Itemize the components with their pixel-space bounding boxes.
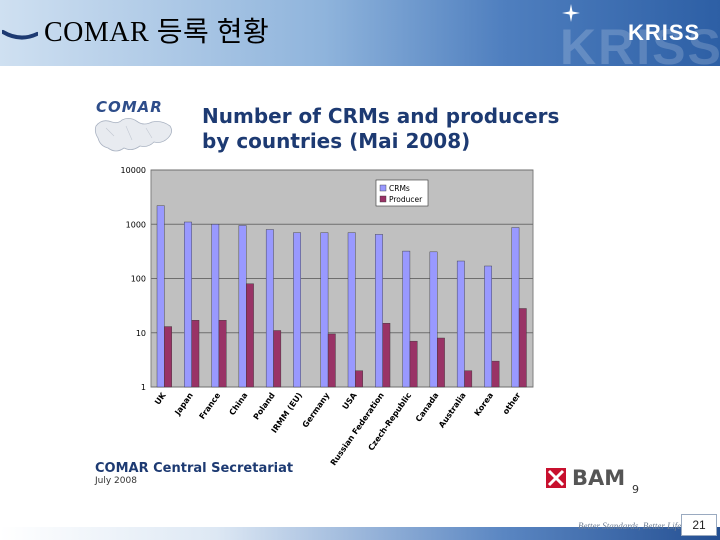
- y-tick-label: 1000: [126, 220, 146, 229]
- secretariat-label: COMAR Central Secretariat: [95, 461, 293, 476]
- footer-slogan: Better Standards, Better Life: [578, 521, 682, 531]
- legend-label: Producer: [389, 195, 423, 204]
- chart-title: Number of CRMs and producers by countrie…: [202, 104, 622, 154]
- comar-logo-text: COMAR: [96, 98, 163, 116]
- inner-page-number: 9: [632, 483, 639, 496]
- x-tick-label: France: [198, 391, 223, 421]
- bar-producer: [164, 326, 172, 388]
- bar-producer: [273, 330, 282, 388]
- bar-producer: [491, 360, 500, 388]
- legend-label: CRMs: [389, 184, 410, 193]
- swoosh-icon: [2, 30, 38, 40]
- bam-mark-icon: [546, 468, 566, 488]
- bar-crms: [320, 232, 329, 388]
- x-tick-label: Canada: [414, 391, 441, 424]
- bar-producer: [355, 370, 363, 388]
- bar-crms: [184, 221, 192, 388]
- bar-crms: [238, 225, 247, 388]
- x-tick-label: Korea: [473, 391, 495, 418]
- header-bar: COMAR 등록 현황 KRISS KRISS: [0, 0, 720, 75]
- x-tick-label: Australia: [437, 391, 468, 430]
- kriss-logo: KRISS: [628, 20, 701, 45]
- bar-crms: [402, 250, 411, 388]
- bar-crms: [347, 232, 356, 388]
- footer-bar: [0, 527, 720, 540]
- y-tick-label: 10: [136, 329, 146, 338]
- bar-crms: [429, 251, 438, 388]
- bar-crms: [484, 265, 492, 388]
- world-map-icon: [94, 118, 172, 152]
- chart-title-line2: by countries (Mai 2008): [202, 129, 471, 153]
- bar-crms: [456, 260, 465, 388]
- chart-title-line1: Number of CRMs and producers: [202, 104, 560, 128]
- y-tick-label: 1: [141, 383, 146, 392]
- x-tick-label: Germany: [301, 390, 332, 429]
- star-icon: [562, 4, 580, 22]
- y-tick-label: 100: [131, 275, 146, 284]
- bar-crms: [293, 232, 301, 388]
- bar-producer: [246, 283, 254, 388]
- bar-crms: [156, 205, 165, 388]
- y-tick-label: 10000: [121, 166, 146, 175]
- bar-producer: [191, 320, 200, 388]
- x-tick-label: China: [228, 391, 250, 417]
- secretariat-rest: Central Secretariat: [148, 461, 294, 476]
- x-tick-label: USA: [341, 390, 359, 411]
- bar-producer: [218, 320, 227, 388]
- bar-producer: [327, 333, 336, 388]
- x-tick-label: other: [501, 391, 522, 416]
- x-tick-label: Poland: [252, 391, 277, 422]
- bam-logo: BAM: [546, 466, 630, 490]
- slide-title: COMAR 등록 현황: [44, 17, 270, 48]
- secretariat-date: July 2008: [95, 476, 137, 486]
- bar-producer: [437, 337, 445, 388]
- bar-producer: [382, 322, 391, 388]
- bar-crms: [211, 224, 220, 388]
- x-tick-label: UK: [153, 390, 168, 406]
- bam-logo-text: BAM: [572, 466, 626, 490]
- slide-number: 21: [681, 514, 717, 536]
- bar-crms: [265, 229, 274, 388]
- kriss-watermark: KRISS: [560, 19, 720, 75]
- comar-logo: COMAR: [92, 98, 176, 158]
- bar-crms: [375, 234, 383, 388]
- x-tick-label: Japan: [173, 391, 196, 418]
- bar-crms: [511, 227, 520, 388]
- bar-producer: [409, 340, 418, 388]
- secretariat-comar-word: COMAR: [95, 461, 149, 476]
- legend-swatch: [379, 195, 387, 203]
- legend-swatch: [379, 184, 387, 192]
- bar-producer: [518, 308, 527, 388]
- bar-producer: [464, 370, 473, 388]
- x-tick-label: Russian Federation: [329, 391, 386, 468]
